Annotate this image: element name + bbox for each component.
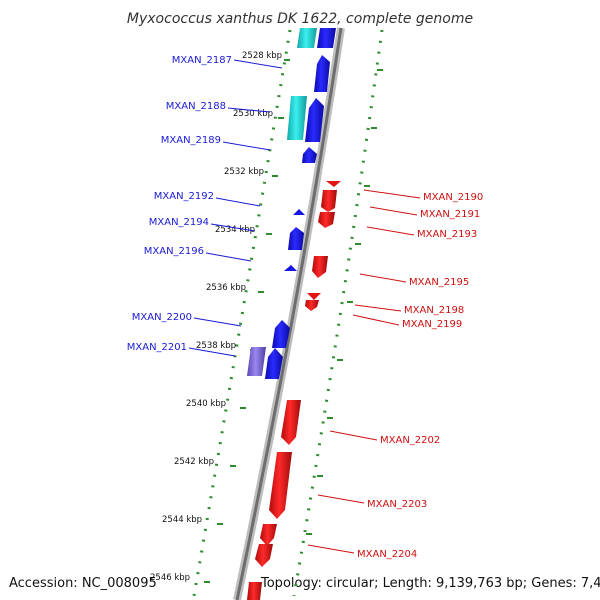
gene-glyph[interactable]: [314, 55, 330, 92]
gene-glyph[interactable]: [293, 209, 305, 215]
topology-text: Topology: circular; Length: 9,139,763 bp…: [260, 576, 600, 591]
gene-glyph[interactable]: [272, 320, 290, 348]
gene-glyph[interactable]: [305, 300, 319, 311]
gene-glyph[interactable]: [260, 524, 277, 546]
gene-glyph[interactable]: [255, 544, 273, 567]
right-tick-line: [292, 29, 384, 597]
kbp-label: 2534 kbp: [215, 225, 255, 235]
gene-glyph[interactable]: [284, 265, 297, 271]
gene-glyph[interactable]: [312, 256, 328, 278]
gene-glyph[interactable]: [297, 28, 317, 48]
gene-glyph[interactable]: [302, 147, 317, 163]
map-title: Myxococcus xanthus DK 1622, complete gen…: [127, 11, 473, 27]
gene-glyph[interactable]: [269, 452, 292, 519]
forward-gene-labels: MXAN_2187 MXAN_2188 MXAN_2189 MXAN_2192 …: [127, 55, 232, 353]
reverse-gene-labels: MXAN_2190 MXAN_2191 MXAN_2193 MXAN_2195 …: [357, 192, 483, 560]
gene-label-mxan-2203[interactable]: MXAN_2203: [367, 499, 427, 510]
gene-label-mxan-2189[interactable]: MXAN_2189: [161, 135, 221, 146]
kbp-label: 2530 kbp: [233, 109, 273, 119]
kbp-label: 2532 kbp: [224, 167, 264, 177]
gene-label-mxan-2191[interactable]: MXAN_2191: [420, 209, 480, 220]
gene-glyph[interactable]: [247, 347, 266, 376]
gene-glyph[interactable]: [317, 28, 336, 48]
major-ticks: [204, 59, 383, 583]
kbp-label: 2542 kbp: [174, 457, 214, 467]
gene-glyph[interactable]: [305, 98, 324, 142]
gene-label-mxan-2195[interactable]: MXAN_2195: [409, 277, 469, 288]
gene-label-mxan-2202[interactable]: MXAN_2202: [380, 435, 440, 446]
gene-glyph[interactable]: [287, 96, 307, 140]
gene-glyph[interactable]: [288, 227, 304, 250]
backbone: [233, 27, 345, 600]
kbp-label: 2538 kbp: [196, 341, 236, 351]
label-leaders: [188, 59, 421, 554]
gene-label-mxan-2192[interactable]: MXAN_2192: [154, 191, 214, 202]
kbp-label: 2544 kbp: [162, 515, 202, 525]
gene-glyph[interactable]: [281, 400, 301, 445]
gene-label-mxan-2187[interactable]: MXAN_2187: [172, 55, 232, 66]
gene-label-mxan-2196[interactable]: MXAN_2196: [144, 246, 204, 257]
gene-glyphs: [247, 28, 341, 600]
gene-label-mxan-2201[interactable]: MXAN_2201: [127, 342, 187, 353]
gene-glyph[interactable]: [307, 293, 321, 300]
gene-glyph[interactable]: [247, 582, 262, 600]
gene-label-mxan-2190[interactable]: MXAN_2190: [423, 192, 483, 203]
gene-label-mxan-2193[interactable]: MXAN_2193: [417, 229, 477, 240]
gene-label-mxan-2198[interactable]: MXAN_2198: [404, 305, 464, 316]
gene-glyph[interactable]: [326, 181, 341, 187]
gene-label-mxan-2199[interactable]: MXAN_2199: [402, 319, 462, 330]
kbp-label: 2546 kbp: [150, 573, 190, 583]
kbp-label: 2540 kbp: [186, 399, 226, 409]
accession-text: Accession: NC_008095: [9, 576, 157, 591]
gene-label-mxan-2194[interactable]: MXAN_2194: [149, 217, 209, 228]
kbp-label: 2528 kbp: [242, 51, 282, 61]
gene-glyph[interactable]: [265, 348, 283, 379]
kbp-label: 2536 kbp: [206, 283, 246, 293]
gene-glyph[interactable]: [321, 190, 337, 212]
gene-glyph[interactable]: [318, 212, 335, 228]
kbp-ruler: 2528 kbp 2530 kbp 2532 kbp 2534 kbp 2536…: [150, 51, 282, 583]
gene-label-mxan-2188[interactable]: MXAN_2188: [166, 101, 226, 112]
gene-label-mxan-2200[interactable]: MXAN_2200: [132, 312, 192, 323]
gene-label-mxan-2204[interactable]: MXAN_2204: [357, 549, 417, 560]
